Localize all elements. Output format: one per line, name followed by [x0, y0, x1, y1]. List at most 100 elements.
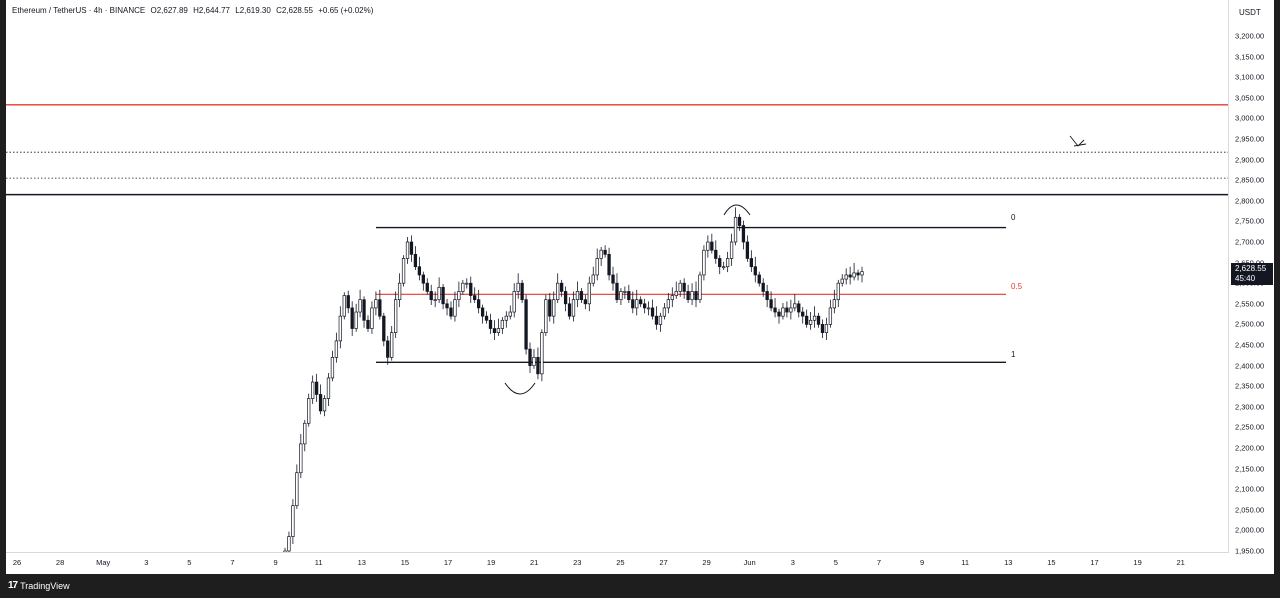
plot-area[interactable]: 0 0.5 1 Ethereum / TetherUS · 4h · BINAN…	[6, 0, 1229, 553]
candle-down	[607, 254, 611, 276]
price-chart[interactable]	[6, 0, 1228, 552]
price-tick-label: 2,250.00	[1235, 422, 1265, 432]
top-arc-annotation	[723, 204, 751, 216]
candle-up	[591, 274, 595, 284]
price-tick-label: 2,000.00	[1235, 525, 1265, 535]
candle-up	[678, 282, 682, 292]
candle-up	[619, 291, 623, 301]
time-tick-label: 27	[659, 558, 668, 567]
time-tick-label: 25	[616, 558, 625, 567]
fib-label-1: 1	[1011, 350, 1016, 359]
candle-down	[820, 324, 825, 333]
candle-up	[504, 315, 508, 321]
price-tick-label: 2,850.00	[1235, 175, 1265, 185]
candle-down	[856, 272, 860, 276]
price-tick-label: 2,700.00	[1235, 237, 1265, 247]
candle-up	[844, 274, 848, 280]
candle-up	[781, 307, 785, 317]
time-tick-label: 29	[702, 558, 711, 567]
candle-down	[631, 299, 635, 309]
candle-down	[473, 295, 477, 301]
candle-down	[745, 241, 750, 259]
candle-up	[370, 307, 374, 329]
candle-down	[761, 282, 765, 292]
candle-up	[457, 291, 461, 301]
candle-up	[556, 282, 560, 301]
candle-up	[828, 307, 833, 325]
ohlc-high: H2,644.77	[193, 6, 230, 15]
time-tick-label: 13	[1004, 558, 1013, 567]
candle-down	[718, 258, 722, 268]
candle-down	[765, 291, 769, 301]
candle-down	[421, 274, 425, 284]
price-tick-label: 2,650.00	[1235, 258, 1264, 267]
candle-up	[571, 299, 576, 317]
candle-down	[492, 328, 497, 333]
candle-down	[362, 299, 366, 321]
candle-up	[437, 286, 441, 301]
ohlc-open: O2,627.89	[150, 6, 188, 15]
candle-down	[524, 299, 528, 350]
current-price: 2,628.55	[1235, 264, 1267, 274]
candle-up	[544, 299, 548, 333]
candle-up	[698, 274, 702, 301]
candle-up	[662, 307, 667, 317]
price-tick-label: 3,150.00	[1235, 52, 1265, 62]
time-tick-label: 7	[230, 558, 235, 567]
candle-down	[480, 307, 485, 317]
candle-down	[441, 286, 445, 305]
ohlc-close: C2,628.55	[276, 6, 313, 15]
candle-down	[801, 311, 805, 317]
candle-down	[445, 303, 449, 309]
price-tick-label: 1,950.00	[1235, 546, 1265, 556]
price-tick-label: 2,500.00	[1235, 319, 1265, 329]
bottom-arc-annotation	[504, 382, 536, 395]
price-tick-label: 2,750.00	[1235, 216, 1265, 226]
candle-down	[528, 348, 532, 366]
price-tick-label: 2,200.00	[1235, 443, 1265, 453]
tradingview-wordmark: TradingView	[20, 580, 70, 591]
candle-down	[650, 307, 655, 317]
price-tick-label: 3,200.00	[1235, 31, 1265, 41]
candle-down	[417, 266, 422, 276]
candle-up	[575, 291, 580, 301]
time-axis[interactable]: 26 28 May 3 5 7 9 11 13 15 17 19 21 23 25 27 29 Jun 3 5 7 9 11…	[6, 553, 1228, 574]
candle-down	[413, 254, 418, 268]
candle-up	[623, 291, 627, 293]
time-tick-label: 17	[443, 558, 453, 567]
current-price-badge: 2,628.55 45:40	[1231, 263, 1273, 286]
candle-up	[401, 258, 406, 284]
candle-down	[714, 249, 718, 259]
symbol-title[interactable]: Ethereum / TetherUS · 4h · BINANCE	[12, 6, 146, 15]
symbol-legend[interactable]: Ethereum / TetherUS · 4h · BINANCE O2,62…	[12, 6, 376, 15]
price-axis[interactable]: USDT 3,200.00 3,150.00 3,100.00 3,050.00 3,0…	[1229, 0, 1274, 556]
candle-up	[461, 282, 465, 292]
time-tick-label: Jun	[743, 558, 756, 567]
price-tick-label: 2,150.00	[1235, 464, 1265, 474]
candle-down	[350, 307, 354, 329]
time-tick-label: 9	[920, 558, 925, 567]
candle-down	[773, 307, 777, 313]
candle-down	[627, 291, 631, 301]
candle-up	[808, 319, 813, 325]
candle-down	[378, 299, 382, 317]
currency-label[interactable]: USDT	[1239, 8, 1261, 17]
candle-up	[587, 282, 591, 305]
candle-up	[287, 536, 291, 552]
candle-down	[615, 282, 619, 301]
candle-down	[449, 307, 453, 317]
price-tick-label: 2,950.00	[1235, 134, 1265, 144]
candle-up	[322, 398, 327, 412]
time-tick-label: 17	[1090, 558, 1099, 567]
price-tick-label: 3,100.00	[1235, 72, 1265, 82]
time-tick-label: 3	[144, 558, 149, 567]
price-tick-label: 2,100.00	[1235, 484, 1265, 494]
candle-up	[812, 315, 817, 321]
price-tick-label: 2,550.00	[1235, 299, 1265, 309]
tradingview-logo[interactable]: 17 TradingView	[8, 580, 70, 591]
candle-up	[789, 307, 793, 313]
candle-up	[433, 299, 437, 302]
candle-up	[508, 311, 512, 317]
tradingview-icon: 17	[8, 580, 18, 591]
candle-up	[706, 241, 710, 251]
